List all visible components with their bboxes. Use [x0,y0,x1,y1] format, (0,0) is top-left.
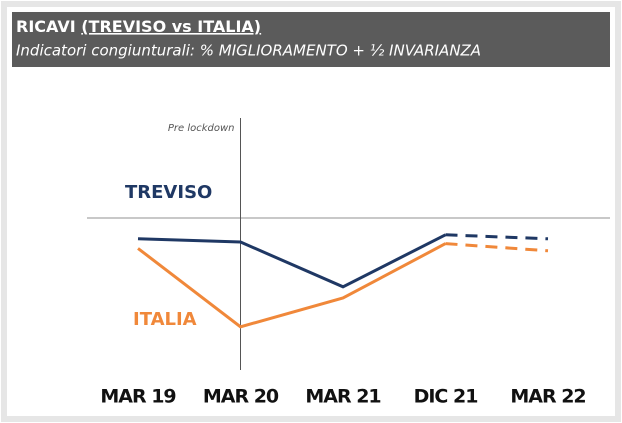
x-tick-label: DIC 21 [414,386,478,408]
x-tick-label: MAR 19 [100,386,175,408]
header-bg [12,12,610,67]
series-label: ITALIA [133,309,197,330]
series-line [137,242,447,329]
series-line-projection [445,242,549,253]
chart-title-underlined: (TREVISO vs ITALIA) [81,17,261,36]
series-line-projection [445,233,549,241]
chart-title: RICAVI [16,17,76,36]
title-block: RICAVI (TREVISO vs ITALIA) [16,17,261,36]
x-tick-label: MAR 20 [203,386,279,408]
chart-subtitle: Indicatori congiunturali: % MIGLIORAMENT… [16,42,481,60]
annotation: Pre lockdown [168,123,235,134]
x-tick-label: MAR 22 [510,386,585,408]
series-label: TREVISO [125,182,212,203]
x-tick-label: MAR 21 [305,386,380,408]
series-line [137,233,447,289]
